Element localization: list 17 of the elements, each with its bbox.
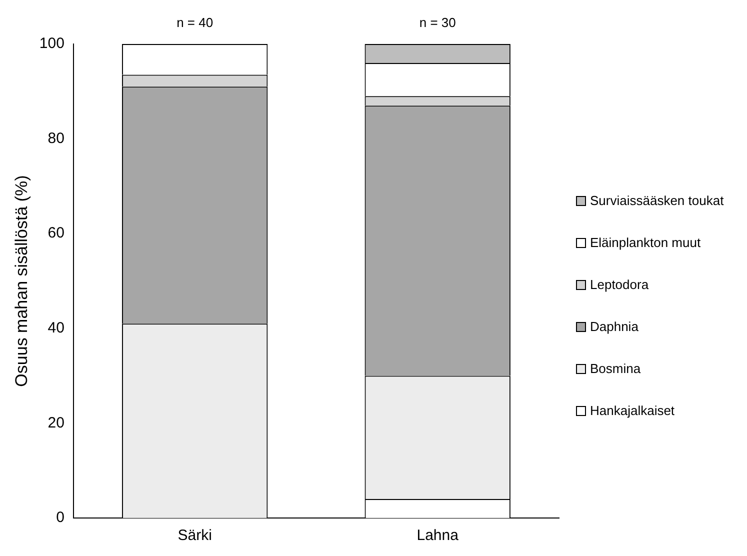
y-tick-label: 0 (56, 509, 64, 526)
y-tick-label: 60 (48, 224, 64, 242)
text: Hankajalkaiset (590, 403, 675, 418)
x-tick-label: Lahna (416, 527, 460, 544)
annotation: n = 30 (419, 15, 456, 30)
y-tick-label: 100 (39, 35, 64, 52)
y-tick-label: 20 (48, 414, 64, 432)
legend-label: Surviaissääsken toukat (590, 193, 724, 208)
x-tick-label: Särki (178, 527, 212, 544)
legend-label: Bosmina (590, 361, 641, 376)
y-tick-label: 80 (48, 130, 64, 147)
y-axis-title: Osuus mahan sisällöstä (%) (12, 175, 31, 387)
y-tick-label: 40 (48, 320, 64, 337)
text: Eläinplankton muut (590, 235, 701, 250)
annotation: n = 40 (176, 15, 214, 30)
legend-label: Daphnia (590, 319, 638, 334)
legend-label: Leptodora (590, 277, 649, 292)
